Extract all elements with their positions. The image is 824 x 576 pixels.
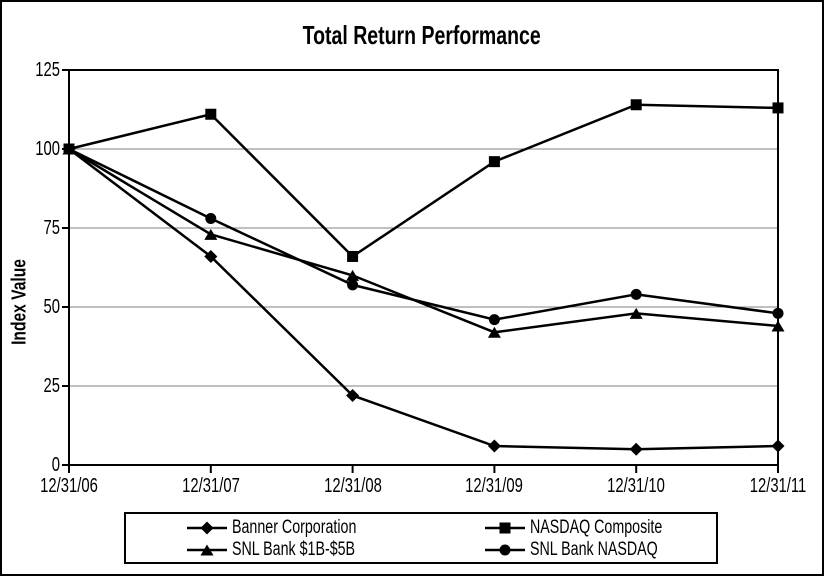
series-line (68, 147, 779, 334)
x-tick-label: 12/31/11 (749, 475, 807, 497)
circle-marker (347, 279, 359, 291)
square-marker (488, 156, 500, 168)
x-tick-label: 12/31/06 (40, 475, 98, 497)
legend-label: SNL Bank NASDAQ (530, 539, 658, 560)
y-tick-label: 25 (43, 375, 60, 397)
legend: Banner Corporation NASDAQ Composite SNL … (124, 512, 718, 564)
square-marker (499, 522, 511, 534)
series-line (68, 148, 779, 451)
y-tick-label: 125 (35, 59, 60, 81)
plot-border (68, 69, 779, 466)
legend-item-snl-bank-nasdaq: SNL Bank NASDAQ (485, 540, 700, 560)
legend-label: NASDAQ Composite (530, 517, 663, 538)
y-tick-label: 75 (43, 217, 60, 239)
circle-marker (630, 288, 642, 300)
diamond-marker (346, 388, 360, 402)
diamond-marker (629, 442, 643, 456)
triangle-marker (771, 320, 785, 332)
y-tick-label: 50 (43, 296, 60, 318)
circle-marker (488, 314, 500, 326)
square-marker (63, 143, 75, 155)
diamond-marker-icon (187, 521, 227, 535)
legend-item-snl-bank-1b-5b: SNL Bank $1B-$5B (187, 540, 396, 560)
diamond-marker (200, 521, 214, 535)
y-tick-label: 100 (35, 138, 60, 160)
chart-title: Total Return Performance (302, 20, 541, 50)
y-tick-label: 0 (51, 454, 60, 476)
circle-marker (499, 544, 511, 556)
diamond-marker (487, 439, 501, 453)
triangle-marker (629, 307, 643, 319)
x-tick-label: 12/31/08 (323, 475, 382, 497)
series-line (68, 147, 779, 321)
series-line (68, 103, 779, 259)
legend-label: Banner Corporation (232, 517, 357, 538)
x-tick-label: 12/31/09 (465, 475, 524, 497)
title-row: Total Return Performance (67, 20, 776, 50)
circle-marker (205, 213, 217, 225)
square-marker (630, 99, 642, 111)
diamond-marker (204, 249, 218, 263)
square-marker (205, 108, 217, 120)
triangle-marker (346, 269, 360, 281)
square-marker-icon (485, 522, 525, 534)
circle-marker (772, 307, 784, 319)
square-marker (347, 250, 359, 262)
triangle-marker (204, 228, 218, 240)
triangle-marker (200, 544, 214, 556)
circle-marker-icon (485, 544, 525, 556)
square-marker (772, 102, 784, 114)
legend-label: SNL Bank $1B-$5B (232, 539, 356, 560)
triangle-marker-icon (187, 544, 227, 556)
x-tick-label: 12/31/10 (607, 475, 665, 497)
legend-item-banner-corporation: Banner Corporation (187, 518, 398, 538)
triangle-marker (487, 326, 501, 338)
diamond-marker (771, 439, 785, 453)
x-tick-label: 12/31/07 (181, 475, 240, 497)
legend-item-nasdaq-composite: NASDAQ Composite (485, 518, 706, 538)
